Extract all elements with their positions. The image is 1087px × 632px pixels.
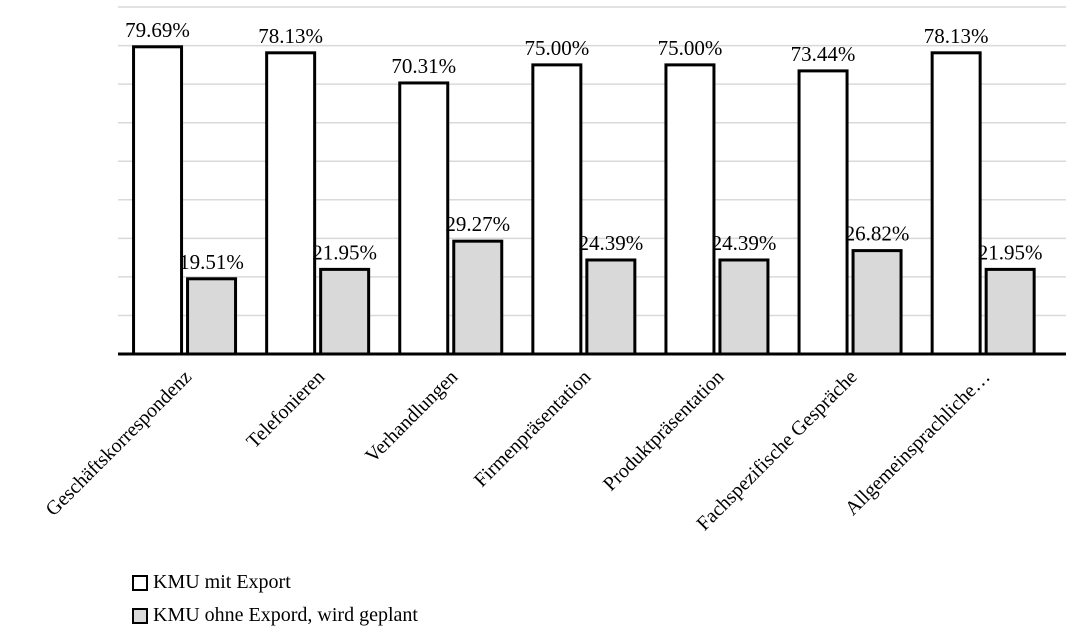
- x-tick-label: Produktpräsentation: [599, 366, 728, 495]
- data-label: 75.00%: [524, 36, 589, 60]
- bar: [186, 277, 238, 356]
- bar: [664, 63, 716, 356]
- x-tick-label: Geschäftskorrespondenz: [42, 366, 197, 521]
- legend-label: KMU ohne Expord, wird geplant: [153, 604, 418, 626]
- data-label: 79.69%: [125, 18, 190, 42]
- data-label: 78.13%: [924, 24, 989, 48]
- bar: [398, 81, 450, 356]
- data-label: 21.95%: [312, 240, 377, 264]
- bar: [718, 258, 770, 356]
- data-label: 19.51%: [179, 250, 244, 274]
- bar: [930, 51, 982, 356]
- legend-label: KMU mit Export: [153, 571, 291, 593]
- bar: [531, 63, 583, 356]
- legend-item-series-1: KMU mit Export: [132, 566, 418, 599]
- bar: [132, 45, 184, 356]
- data-label: 26.82%: [845, 222, 910, 246]
- bar: [984, 267, 1036, 356]
- bar: [265, 51, 317, 356]
- bar: [452, 239, 504, 356]
- data-labels: 79.69% 19.51% 78.13% 21.95% 70.31% 29.27% 75.0…: [125, 18, 1042, 274]
- data-label: 70.31%: [391, 54, 456, 78]
- bar: [851, 249, 903, 356]
- legend-swatch-gray: [132, 607, 148, 624]
- x-tick-labels: Geschäftskorrespondenz Telefonieren Verhan…: [42, 366, 995, 535]
- data-label: 29.27%: [445, 212, 510, 236]
- x-tick-label: Verhandlungen: [361, 366, 462, 467]
- data-label: 21.95%: [978, 240, 1043, 264]
- data-label: 75.00%: [658, 36, 723, 60]
- legend: KMU mit Export KMU ohne Expord, wird gep…: [132, 566, 418, 632]
- x-tick-label: Firmenpräsentation: [470, 366, 596, 492]
- data-label: 24.39%: [578, 231, 643, 255]
- x-tick-label: Telefonieren: [242, 366, 329, 453]
- bars: [132, 45, 1036, 356]
- bar: [585, 258, 637, 356]
- data-label: 73.44%: [791, 42, 856, 66]
- bar: [319, 267, 371, 356]
- legend-item-series-2: KMU ohne Expord, wird geplant: [132, 599, 418, 632]
- data-label: 78.13%: [258, 24, 323, 48]
- legend-swatch-white: [132, 574, 148, 591]
- bar: [797, 69, 849, 356]
- x-tick-label: Allgemeinsprachliche…: [841, 366, 995, 520]
- data-label: 24.39%: [712, 231, 777, 255]
